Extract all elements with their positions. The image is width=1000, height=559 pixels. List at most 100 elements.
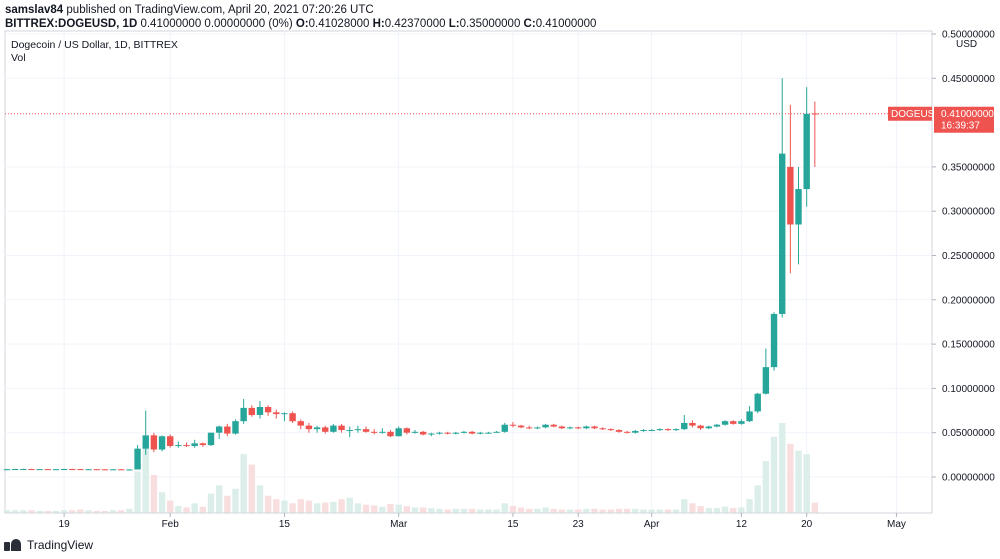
volume-bar	[738, 507, 745, 513]
last-price-tag: DOGEUSD 0.41000000 16:39:37	[888, 106, 994, 133]
volume-bar	[411, 507, 419, 513]
volume-bar	[803, 454, 810, 513]
tradingview-logo-icon	[4, 539, 22, 551]
volume-bar	[248, 464, 255, 513]
candle-body	[313, 427, 321, 430]
symbol-label: BITTREX:DOGEUSD, 1D	[5, 18, 138, 30]
pane-title: Dogecoin / US Dollar, 1D, BITTREX	[11, 39, 178, 51]
volume-bar	[615, 508, 623, 513]
candle-body	[705, 426, 712, 429]
volume-bar	[656, 509, 663, 513]
candle-body	[36, 469, 43, 471]
candle-body	[44, 469, 51, 471]
candle-body	[623, 431, 631, 433]
currency-label: USD	[956, 39, 977, 50]
volume-bar	[591, 508, 598, 513]
volume-bar	[232, 488, 239, 513]
volume-bar	[11, 510, 19, 513]
candle-body	[403, 428, 411, 433]
candle-body	[207, 432, 215, 446]
x-tick-label: 20	[801, 519, 813, 530]
candle-body	[648, 430, 655, 432]
time-axis[interactable]: 19 Feb 15 Mar 15 23 Apr 12 20 May	[5, 512, 932, 530]
volume-bar	[681, 499, 688, 513]
volume-bar	[3, 510, 11, 513]
high-label: H:	[372, 18, 385, 30]
volume-bar	[264, 495, 272, 513]
y-tick-label: 0.50000000	[942, 30, 995, 41]
volume-bar	[142, 443, 149, 513]
candle-body	[264, 407, 272, 413]
volume-bar	[183, 507, 190, 513]
volume-bar	[477, 509, 484, 513]
candle-body	[672, 429, 680, 431]
high-value: 0.42370000	[384, 18, 446, 30]
candle-body	[60, 469, 68, 471]
volume-bar	[697, 506, 704, 513]
publish-info: samslav84 published on TradingView.com, …	[5, 3, 374, 17]
x-tick-label: Feb	[162, 519, 180, 530]
candle-body	[395, 428, 402, 437]
candle-body	[20, 469, 27, 471]
volume-bar	[118, 510, 125, 513]
candle-body	[419, 431, 427, 435]
candle-body	[158, 436, 166, 450]
candles	[3, 78, 819, 471]
candle-body	[599, 428, 606, 430]
x-tick-label: 12	[736, 519, 748, 530]
candle-body	[460, 431, 468, 433]
volume-bar	[583, 508, 590, 513]
candle-body	[493, 431, 500, 433]
candle-body	[803, 113, 810, 190]
volume-bar	[436, 508, 443, 513]
volume-bar	[362, 504, 370, 513]
candle-body	[550, 424, 557, 427]
volume-bar	[770, 436, 778, 513]
volume-bar	[330, 501, 337, 513]
volume-bar	[256, 485, 264, 513]
candle-body	[411, 431, 419, 433]
volume-bar	[93, 510, 100, 513]
volume-bar	[387, 504, 394, 513]
candle-body	[362, 429, 370, 432]
volume-bar	[566, 509, 574, 513]
volume-bar	[297, 499, 304, 513]
volume-bars	[3, 423, 819, 513]
low-label: L:	[448, 18, 460, 30]
volume-label: Vol	[11, 52, 26, 64]
candle-body	[191, 443, 198, 446]
volume-bar	[338, 499, 345, 513]
author-name[interactable]: samslav84	[5, 4, 64, 16]
volume-bar	[20, 510, 27, 513]
candle-body	[28, 469, 35, 471]
volume-bar	[207, 493, 215, 513]
footer-branding: TradingView	[4, 538, 93, 552]
candle-body	[468, 431, 476, 434]
volume-bar	[175, 506, 182, 513]
candle-body	[517, 425, 525, 428]
y-tick-label: 0.15000000	[942, 340, 995, 351]
tag-value-bg	[934, 106, 994, 133]
candle-body	[273, 412, 280, 415]
price-axis[interactable]: 0.50000000 0.45000000 0.35000000 0.30000000…	[931, 30, 995, 514]
candle-body	[11, 469, 19, 471]
volume-bar	[517, 507, 525, 513]
candle-body	[436, 432, 443, 434]
volume-bar	[126, 508, 133, 513]
candle-body	[558, 426, 566, 429]
grid-lines	[5, 31, 932, 513]
candle-body	[697, 425, 704, 429]
candle-body	[770, 313, 778, 368]
volume-bar	[795, 450, 802, 513]
volume-bar	[713, 508, 721, 513]
volume-bar	[493, 509, 500, 513]
candle-body	[762, 367, 770, 394]
volume-bar	[150, 474, 158, 513]
candle-body	[795, 189, 802, 225]
candle-body	[754, 393, 761, 412]
candle-body	[175, 445, 182, 447]
volume-bar	[444, 509, 451, 513]
candle-body	[534, 427, 541, 429]
volume-bar	[69, 510, 76, 513]
